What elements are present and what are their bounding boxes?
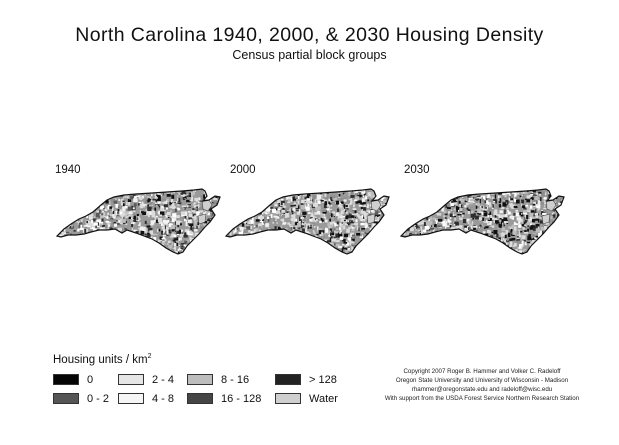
map-1940 — [55, 188, 221, 255]
legend-item-2-4: 2 - 4 — [118, 373, 174, 386]
legend-swatch — [187, 374, 213, 385]
legend-item-4-8: 4 - 8 — [118, 392, 174, 405]
map-label-1940: 1940 — [55, 164, 81, 176]
legend-swatch — [53, 393, 79, 404]
legend-swatch — [118, 393, 144, 404]
map-label-2030: 2030 — [404, 164, 430, 176]
legend-swatch — [275, 393, 301, 404]
legend-title: Housing units / km2 — [53, 353, 152, 366]
page-title: North Carolina 1940, 2000, & 2030 Housin… — [75, 24, 544, 46]
legend-item-8-16: 8 - 16 — [187, 373, 249, 386]
legend-swatch — [275, 374, 301, 385]
map-label-2000: 2000 — [230, 164, 256, 176]
legend-item-0: 0 — [53, 373, 93, 386]
map-2030 — [399, 188, 565, 255]
credits: Copyright 2007 Roger B. Hammer and Volke… — [352, 367, 612, 403]
legend-item-water: Water — [275, 392, 338, 405]
legend-item-0-2: 0 - 2 — [53, 392, 109, 405]
legend-swatch — [53, 374, 79, 385]
credit-line: rhammer@oregonstate.edu and radeloff@wis… — [411, 386, 553, 393]
credit-line: Oregon State University and University o… — [395, 377, 569, 384]
credit-line: Copyright 2007 Roger B. Hammer and Volke… — [403, 368, 561, 375]
legend-item-over-128: > 128 — [275, 373, 337, 386]
credit-line: With support from the USDA Forest Servic… — [384, 395, 580, 402]
legend-swatch — [187, 393, 213, 404]
legend-swatch — [118, 374, 144, 385]
legend-item-16-128: 16 - 128 — [187, 392, 261, 405]
map-2000 — [224, 188, 390, 255]
page-subtitle: Census partial block groups — [232, 48, 387, 62]
